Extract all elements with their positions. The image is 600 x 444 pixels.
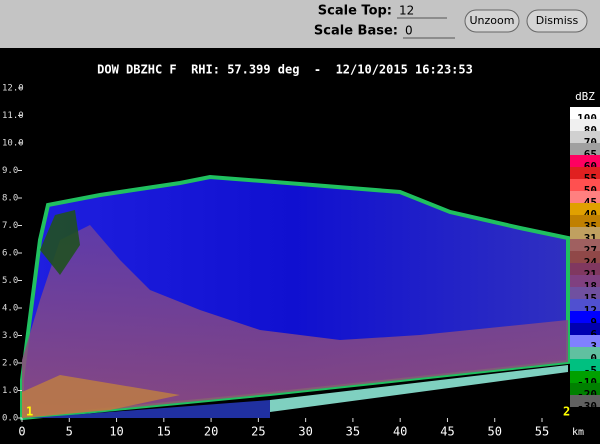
scale-base-label: Scale Base: — [314, 24, 398, 39]
x-tick-label: 0 — [18, 425, 25, 439]
x-tick-label: 10 — [109, 425, 123, 439]
scale-base-input[interactable]: 0 — [405, 24, 413, 38]
x-tick-label: 30 — [298, 425, 312, 439]
y-tick-label: 12.0 — [2, 84, 24, 94]
colorbar-label: 6 — [590, 328, 597, 341]
x-tick-label: 25 — [251, 425, 265, 439]
color-swatch — [570, 179, 600, 191]
color-swatch — [570, 299, 600, 311]
colorbar-label: -30 — [577, 400, 597, 413]
dismiss-button[interactable]: Dismiss — [526, 9, 588, 33]
color-swatch — [570, 239, 600, 251]
y-tick-label: 6.0 — [2, 249, 18, 259]
color-swatch — [570, 323, 600, 335]
color-swatch — [570, 143, 600, 155]
x-unit: km — [572, 427, 584, 438]
corner-marker: 2 — [563, 405, 570, 419]
x-tick-label: 5 — [66, 425, 73, 439]
y-tick-label: 8.0 — [2, 194, 18, 204]
x-tick-label: 45 — [440, 425, 454, 439]
colorbar-label: 3 — [590, 340, 597, 353]
y-tick-label: 5.0 — [2, 276, 18, 286]
color-swatch — [570, 251, 600, 263]
scale-top-label: Scale Top: — [318, 4, 392, 19]
button-label[interactable]: Unzoom — [470, 14, 515, 27]
color-swatch — [570, 191, 600, 203]
y-tick-label: 2.0 — [2, 359, 18, 369]
color-swatch — [570, 167, 600, 179]
y-tick-label: 9.0 — [2, 166, 18, 176]
unzoom-button[interactable]: Unzoom — [464, 9, 520, 33]
colorbar-label: 9 — [590, 316, 597, 329]
x-tick-label: 55 — [535, 425, 549, 439]
scale-top-input[interactable]: 12 — [399, 4, 414, 18]
x-tick-label: 50 — [488, 425, 502, 439]
color-swatch — [570, 311, 600, 323]
x-tick-label: 35 — [346, 425, 360, 439]
plot-title: DOW DBZHC F RHI: 57.399 deg - 12/10/2015… — [97, 63, 473, 77]
y-tick-label: 10.0 — [2, 139, 24, 149]
corner-marker: 1 — [26, 405, 33, 419]
y-tick-label: 4.0 — [2, 304, 18, 314]
x-tick-label: 20 — [204, 425, 218, 439]
color-swatch — [570, 395, 600, 407]
y-tick-label: 7.0 — [2, 221, 18, 231]
y-tick-label: 3.0 — [2, 331, 18, 341]
color-swatch — [570, 347, 600, 359]
button-label[interactable]: Dismiss — [536, 14, 579, 27]
color-swatch — [570, 215, 600, 227]
color-swatch — [570, 335, 600, 347]
color-swatch — [570, 155, 600, 167]
x-tick-label: 15 — [157, 425, 171, 439]
color-swatch — [570, 131, 600, 143]
color-swatch — [570, 263, 600, 275]
y-tick-label: 11.0 — [2, 111, 24, 121]
color-swatch — [570, 287, 600, 299]
x-tick-label: 40 — [393, 425, 407, 439]
color-swatch — [570, 371, 600, 383]
x-axis: 0 5 10 15 20 25 30 35 40 45 50 55 — [18, 418, 549, 439]
colorbar-label: 0 — [590, 352, 597, 365]
color-swatch — [570, 203, 600, 215]
color-swatch — [570, 227, 600, 239]
y-axis: 12.0 11.0 10.0 9.0 8.0 7.0 6.0 5.0 4.0 3.0 2.0 1.0 0… — [2, 84, 24, 424]
color-swatch — [570, 275, 600, 287]
color-swatch — [570, 383, 600, 395]
radar-echo — [20, 174, 570, 421]
y-tick-label: 0.0 — [2, 414, 18, 424]
colorbar-unit: dBZ — [575, 90, 595, 103]
y-tick-label: 1.0 — [2, 386, 18, 396]
color-swatch — [570, 119, 600, 131]
color-swatch — [570, 107, 600, 119]
color-swatch — [570, 359, 600, 371]
colorbar: 100807065605550454035312724211815129630-… — [570, 107, 600, 413]
